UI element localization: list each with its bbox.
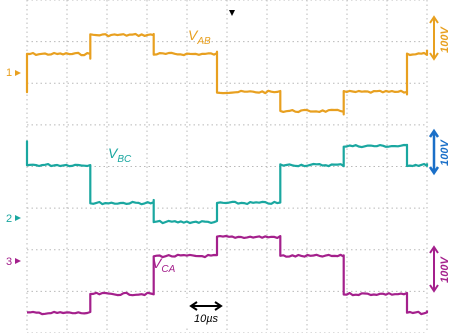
double-arrow-horizontal-icon	[189, 301, 223, 311]
svg-text:100V: 100V	[439, 138, 451, 165]
svg-text:10µs: 10µs	[194, 313, 219, 325]
channel-3-marker: 3	[6, 256, 21, 268]
series-line-ca	[27, 234, 429, 316]
channel-1-arrow-icon	[15, 70, 21, 76]
series-label-vbc: VBC	[108, 145, 132, 165]
scale-indicator-ch2: 100V	[428, 128, 451, 176]
series-line-ab	[25, 32, 429, 116]
waveform-traces	[25, 32, 429, 316]
trigger-marker-icon	[229, 10, 235, 16]
scale-indicator-ch3: 100V	[429, 245, 451, 293]
svg-text:100V: 100V	[439, 25, 451, 52]
channel-2-arrow-icon	[15, 215, 21, 221]
double-arrow-vertical-icon	[429, 245, 439, 293]
double-arrow-vertical-icon	[428, 128, 440, 176]
svg-text:100V: 100V	[439, 255, 451, 282]
channel-2-marker: 2	[6, 213, 21, 225]
svg-text:3: 3	[6, 256, 12, 268]
series-line-bc	[25, 140, 429, 225]
svg-text:2: 2	[6, 213, 12, 225]
time-scale-marker: 10µs	[186, 298, 224, 328]
channel-3-arrow-icon	[15, 258, 21, 264]
scale-indicator-ch1: 100V	[429, 15, 451, 61]
series-label-vab: VAB	[188, 27, 211, 47]
svg-text:1: 1	[6, 67, 12, 79]
channel-1-marker: 1	[6, 67, 21, 79]
series-label-vca: VCA	[152, 255, 176, 275]
double-arrow-vertical-icon	[429, 15, 439, 61]
